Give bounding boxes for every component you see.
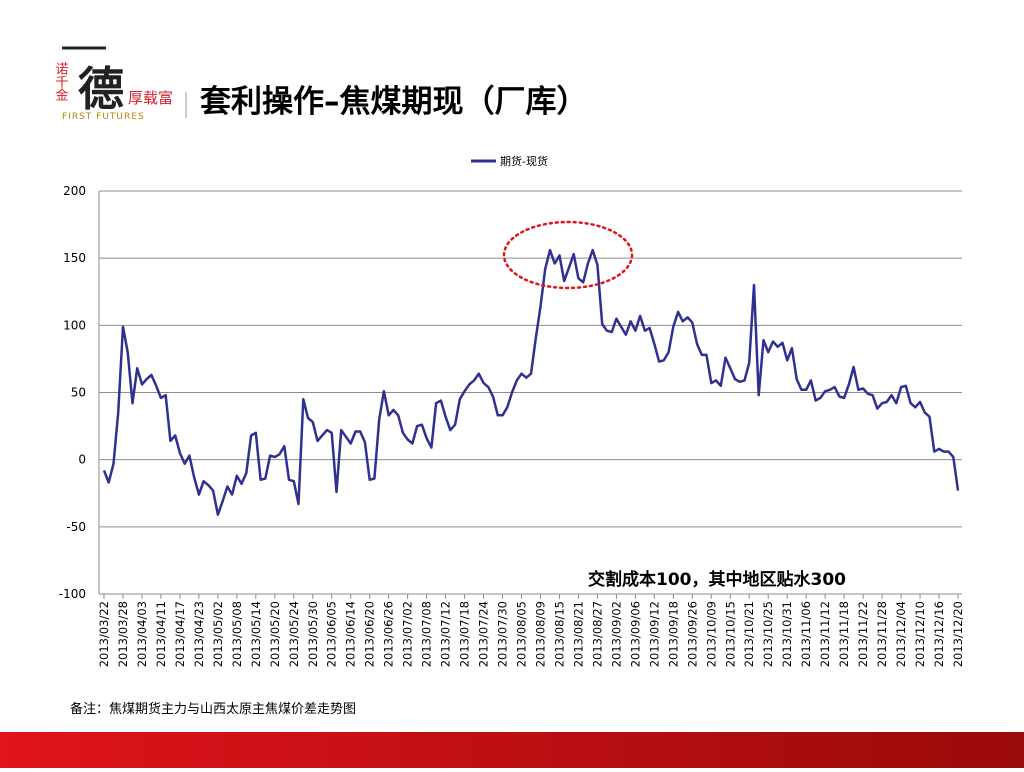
x-tick-label: 2013/05/24 [287, 601, 301, 667]
y-tick-label: 200 [63, 184, 86, 198]
footer-band [0, 732, 1024, 768]
x-tick-label: 2013/11/06 [799, 601, 813, 667]
x-tick-label: 2013/09/06 [628, 601, 642, 667]
x-tick-label: 2013/10/09 [704, 601, 718, 667]
logo-right: 厚载富 [128, 89, 173, 107]
x-tick-label: 2013/10/21 [742, 601, 756, 667]
logo-main: 德 [78, 62, 124, 116]
x-tick-label: 2013/11/22 [856, 601, 870, 667]
x-tick-label: 2013/04/11 [154, 601, 168, 667]
y-tick-label: 100 [63, 318, 86, 332]
y-tick-label: -50 [66, 520, 86, 534]
x-tick-label: 2013/07/30 [496, 601, 510, 667]
x-tick-label: 2013/06/20 [363, 601, 377, 667]
x-tick-label: 2013/08/05 [515, 601, 529, 667]
x-tick-label: 2013/07/02 [401, 601, 415, 667]
x-tick-label: 2013/09/18 [666, 601, 680, 667]
logo-en: FIRST FUTURES [62, 112, 145, 122]
x-tick-label: 2013/12/04 [894, 601, 908, 667]
data-line [102, 248, 960, 516]
y-tick-label: 150 [63, 251, 86, 265]
x-tick-label: 2013/05/30 [306, 601, 320, 667]
x-tick-label: 2013/08/15 [552, 601, 566, 667]
x-tick-label: 2013/11/18 [837, 601, 851, 667]
x-tick-label: 2013/05/14 [249, 601, 263, 667]
x-tick-label: 2013/08/27 [590, 601, 604, 667]
x-tick-label: 2013/06/05 [325, 601, 339, 667]
x-tick-label: 2013/11/12 [818, 601, 832, 667]
x-tick-label: 2013/04/23 [192, 601, 206, 667]
x-tick-label: 2013/10/25 [761, 601, 775, 667]
x-tick-label: 2013/07/08 [420, 601, 434, 667]
x-tick-label: 2013/12/20 [951, 601, 965, 667]
x-tick-label: 2013/05/02 [211, 601, 225, 667]
y-tick-label: 0 [78, 453, 86, 467]
x-tick-label: 2013/05/08 [230, 601, 244, 667]
legend-label: 期货-现货 [500, 154, 548, 168]
note: 备注：焦煤期货主力与山西太原主焦煤价差走势图 [70, 701, 356, 717]
slide-title: 套利操作–焦煤期现（厂库） [200, 84, 588, 120]
logo-left: 诺千金 [53, 62, 69, 101]
x-tick-label: 2013/07/12 [439, 601, 453, 667]
x-tick-label: 2013/07/18 [458, 601, 472, 667]
chart: -100 -50 0 50 100 150 200 2013/03/22 2013/03/28 2… [59, 154, 965, 667]
y-tick-label: 50 [71, 386, 86, 400]
x-tick-label: 2013/08/21 [571, 601, 585, 667]
x-tick-label: 2013/09/02 [609, 601, 623, 667]
y-tick-label: -100 [59, 587, 86, 601]
x-tick-label: 2013/10/15 [723, 601, 737, 667]
x-tick-label: 2013/12/16 [932, 601, 946, 667]
x-tick-label: 2013/06/14 [344, 601, 358, 667]
x-tick-label: 2013/05/20 [268, 601, 282, 667]
x-tick-label: 2013/12/10 [913, 601, 927, 667]
annotation: 交割成本100，其中地区贴水300 [588, 569, 846, 590]
x-tick-label: 2013/07/24 [477, 601, 491, 667]
x-tick-label: 2013/08/09 [533, 601, 547, 667]
x-tick-label: 2013/10/31 [780, 601, 794, 667]
x-tick-label: 2013/04/03 [135, 601, 149, 667]
highlight-ellipse [502, 220, 634, 290]
x-tick-label: 2013/09/12 [647, 601, 661, 667]
x-tick-label: 2013/03/22 [97, 601, 111, 667]
x-tick-label: 2013/06/26 [382, 601, 396, 667]
x-tick-label: 2013/11/28 [875, 601, 889, 667]
x-tick-label: 2013/04/17 [173, 601, 187, 667]
x-tick-label: 2013/03/28 [116, 601, 130, 667]
x-tick-label: 2013/09/26 [685, 601, 699, 667]
